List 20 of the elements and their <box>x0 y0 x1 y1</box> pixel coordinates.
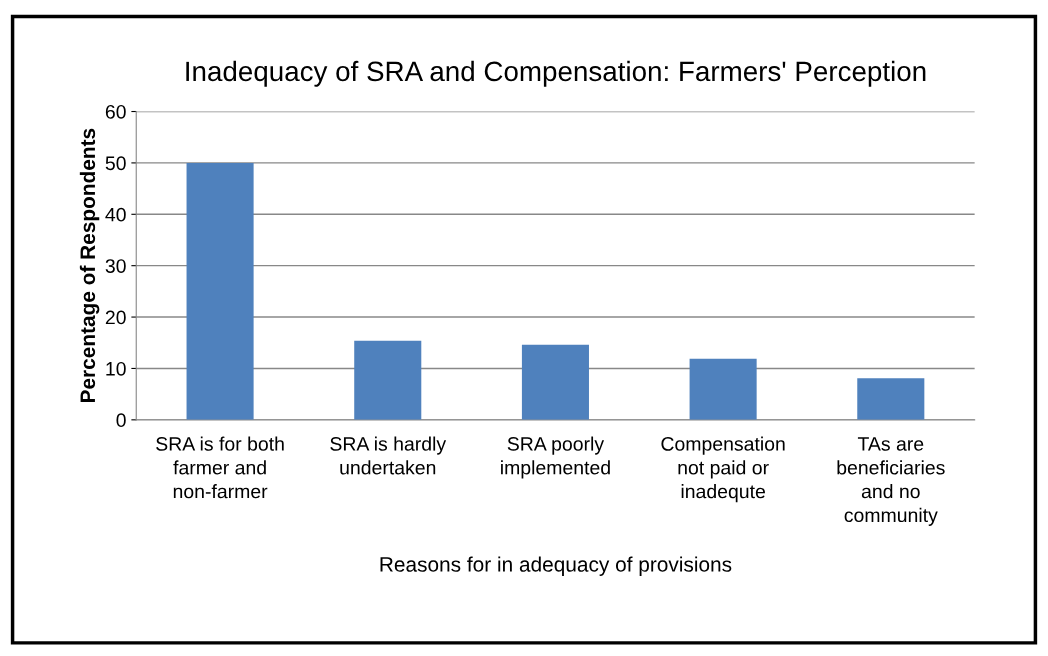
y-tick-label: 30 <box>105 259 126 273</box>
bar <box>354 340 422 420</box>
x-tick-label: SRA is for both farmer and non-farmer <box>156 436 284 499</box>
y-axis-title: Percentage of Respondents <box>79 128 100 403</box>
y-tick-label: 60 <box>105 104 126 119</box>
x-tick-label: SRA is hardly undertaken <box>330 436 447 475</box>
bar <box>186 162 254 420</box>
bar <box>689 358 757 420</box>
x-axis-title: Reasons for in adequacy of provisions <box>380 556 732 576</box>
y-tick-label: 0 <box>116 413 126 428</box>
x-tick-label: SRA poorly implemented <box>501 436 610 479</box>
y-tick-label: 10 <box>106 361 126 376</box>
bar <box>857 378 925 420</box>
y-tick-label: 20 <box>105 310 126 325</box>
x-tick-label: Compensation not paid or inadequte <box>661 436 785 503</box>
y-tick-label: 50 <box>105 156 126 171</box>
bar <box>521 344 589 420</box>
x-tick-label: TAs are beneficiaries and no community <box>837 437 945 526</box>
y-tick-label: 40 <box>105 207 126 222</box>
chart-title: Inadequacy of SRA and Compensation: Farmers' Perception <box>186 60 926 87</box>
